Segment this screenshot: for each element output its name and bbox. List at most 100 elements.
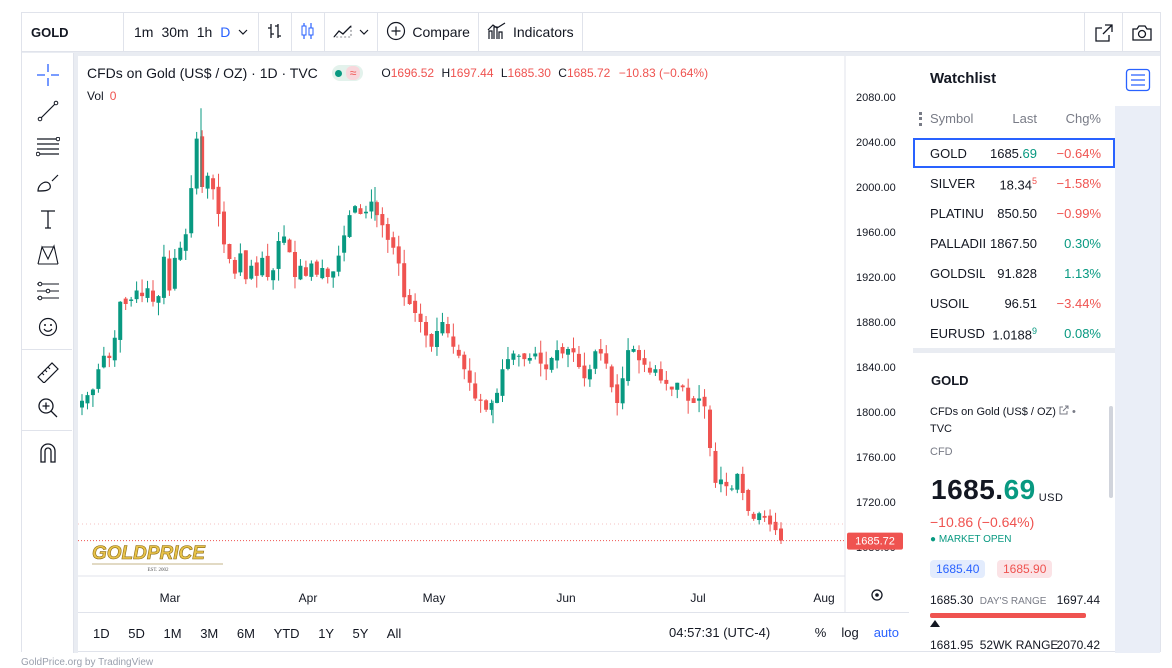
area-style-button[interactable] [325,12,379,52]
drag-handle-icon[interactable] [919,112,922,126]
open-external-icon[interactable] [1059,405,1069,418]
compare-button[interactable]: Compare [378,12,479,52]
details-scrollbar[interactable] [1109,406,1113,498]
range-1m[interactable]: 1M [163,625,182,641]
right-sidebar [1115,56,1160,653]
watchlist-chg: −3.44% [1056,296,1101,311]
watchlist-row-eurusd[interactable]: EURUSD 1.01889 0.08% [913,318,1115,348]
range-1y[interactable]: 1Y [318,625,334,641]
chevron-down-icon[interactable] [359,24,369,40]
logo-subtitle: EST. 2002 [147,568,169,573]
range-1d[interactable]: 1D [93,625,110,641]
watchlist-last: 1867.50 [990,236,1037,251]
watchlist-last: 96.51 [1004,296,1037,311]
bars-style-button[interactable] [259,12,293,52]
range-ytd[interactable]: YTD [273,625,300,641]
timeframe-d[interactable]: D [220,24,231,40]
camera-icon[interactable] [1122,13,1160,52]
watchlist-row-platinu[interactable]: PLATINU 850.50 −0.99% [913,198,1115,228]
candle-body [325,268,330,277]
candle-body [538,352,543,364]
candles-style-button[interactable] [292,12,326,52]
candle-body [664,379,669,384]
bid-price: 1685.40 [930,560,986,578]
candle-body [298,265,303,280]
candle-body [418,313,423,322]
brush-icon[interactable] [22,165,74,201]
magnet-icon[interactable] [22,435,74,471]
timeframe-30m[interactable]: 30m [161,24,189,40]
indicators-button[interactable]: Indicators [479,12,583,52]
watchlist-symbol: GOLD [930,146,967,161]
candle-body [276,241,281,269]
auto-toggle[interactable]: auto [873,625,899,640]
prediction-icon[interactable] [22,273,74,309]
watchlist-symbol: EURUSD [930,326,985,341]
candle-body [582,365,587,379]
range-5d[interactable]: 5D [128,625,145,641]
time-tick-label: Mar [160,591,181,605]
timeframe-1m[interactable]: 1m [134,24,154,40]
candle-body [358,208,363,214]
top-toolbar: GOLD 1m 30m 1h D Compare Indicators [22,12,1160,52]
header-chg[interactable]: Chg% [1065,111,1101,126]
percent-toggle[interactable]: % [814,625,827,640]
range-6m[interactable]: 6M [236,625,255,641]
fib-retracement-icon[interactable] [22,129,74,165]
watchlist-title[interactable]: Watchlist [930,70,997,87]
price-chart[interactable]: 2080.00 2040.00 2000.00 1960.00 1920.00 1880.… [78,56,909,612]
legend-title[interactable]: CFDs on Gold (US$ / OZ) · 1D · TVC [87,65,318,81]
candle-body [172,257,177,289]
range-all[interactable]: All [386,625,402,641]
header-symbol[interactable]: Symbol [930,111,974,126]
watchlist-row-silver[interactable]: SILVER 18.345 −1.58% [913,168,1115,198]
watchlist-last: 1.01889 [992,326,1037,343]
compare-label: Compare [412,24,470,40]
candle-body [200,136,205,187]
candle-body [374,202,379,216]
plus-circle-icon [386,21,406,44]
chart-pane[interactable]: 2080.00 2040.00 2000.00 1960.00 1920.00 1880.… [78,56,909,653]
candle-body [718,479,723,485]
candle-body [669,386,674,390]
trend-line-icon[interactable] [22,93,74,129]
log-toggle[interactable]: log [841,625,859,640]
candle-body [647,367,652,373]
candle-body [413,300,418,313]
scale-options: % log auto [815,625,899,640]
candle-body [391,237,396,248]
zoom-in-icon[interactable] [22,390,74,426]
candle-body [396,246,401,264]
open-external-icon[interactable] [1084,13,1122,52]
watchlist-row-usoil[interactable]: USOIL 96.51 −3.44% [913,288,1115,318]
crosshair-icon[interactable] [22,57,74,93]
candle-body [511,353,516,360]
clock[interactable]: 04:57:31 (UTC-4) [669,625,771,640]
chevron-down-icon[interactable] [234,24,252,40]
candle-body [216,186,221,214]
market-status-pill[interactable]: ≈ [331,65,364,81]
candle-body [150,290,155,302]
ruler-icon[interactable] [22,354,74,390]
watchlist-row-palladii[interactable]: PALLADII 1867.50 0.30% [913,228,1115,258]
time-tick-label: Jun [556,591,575,605]
candle-body [462,354,467,370]
range-3m[interactable]: 3M [200,625,219,641]
watchlist-toggle[interactable] [1115,56,1160,106]
watchlist-row-goldsil[interactable]: GOLDSIL' 91.828 1.13% [913,258,1115,288]
candle-body [369,201,374,212]
candle-body [593,351,598,369]
candle-body [353,206,358,213]
candle-body [555,350,560,361]
watchlist-chg: −1.58% [1056,176,1101,191]
details-symbol: GOLD [931,373,969,388]
symbol-search[interactable]: GOLD [22,12,124,52]
header-last[interactable]: Last [1012,111,1037,126]
text-icon[interactable] [22,201,74,237]
range-5y[interactable]: 5Y [352,625,369,641]
footer-credit[interactable]: GoldPrice.org by TradingView [21,657,154,668]
emoji-icon[interactable] [22,309,74,345]
timeframe-1h[interactable]: 1h [196,24,213,40]
pattern-icon[interactable] [22,237,74,273]
watchlist-row-gold[interactable]: GOLD 1685.69 −0.64% [913,138,1115,168]
